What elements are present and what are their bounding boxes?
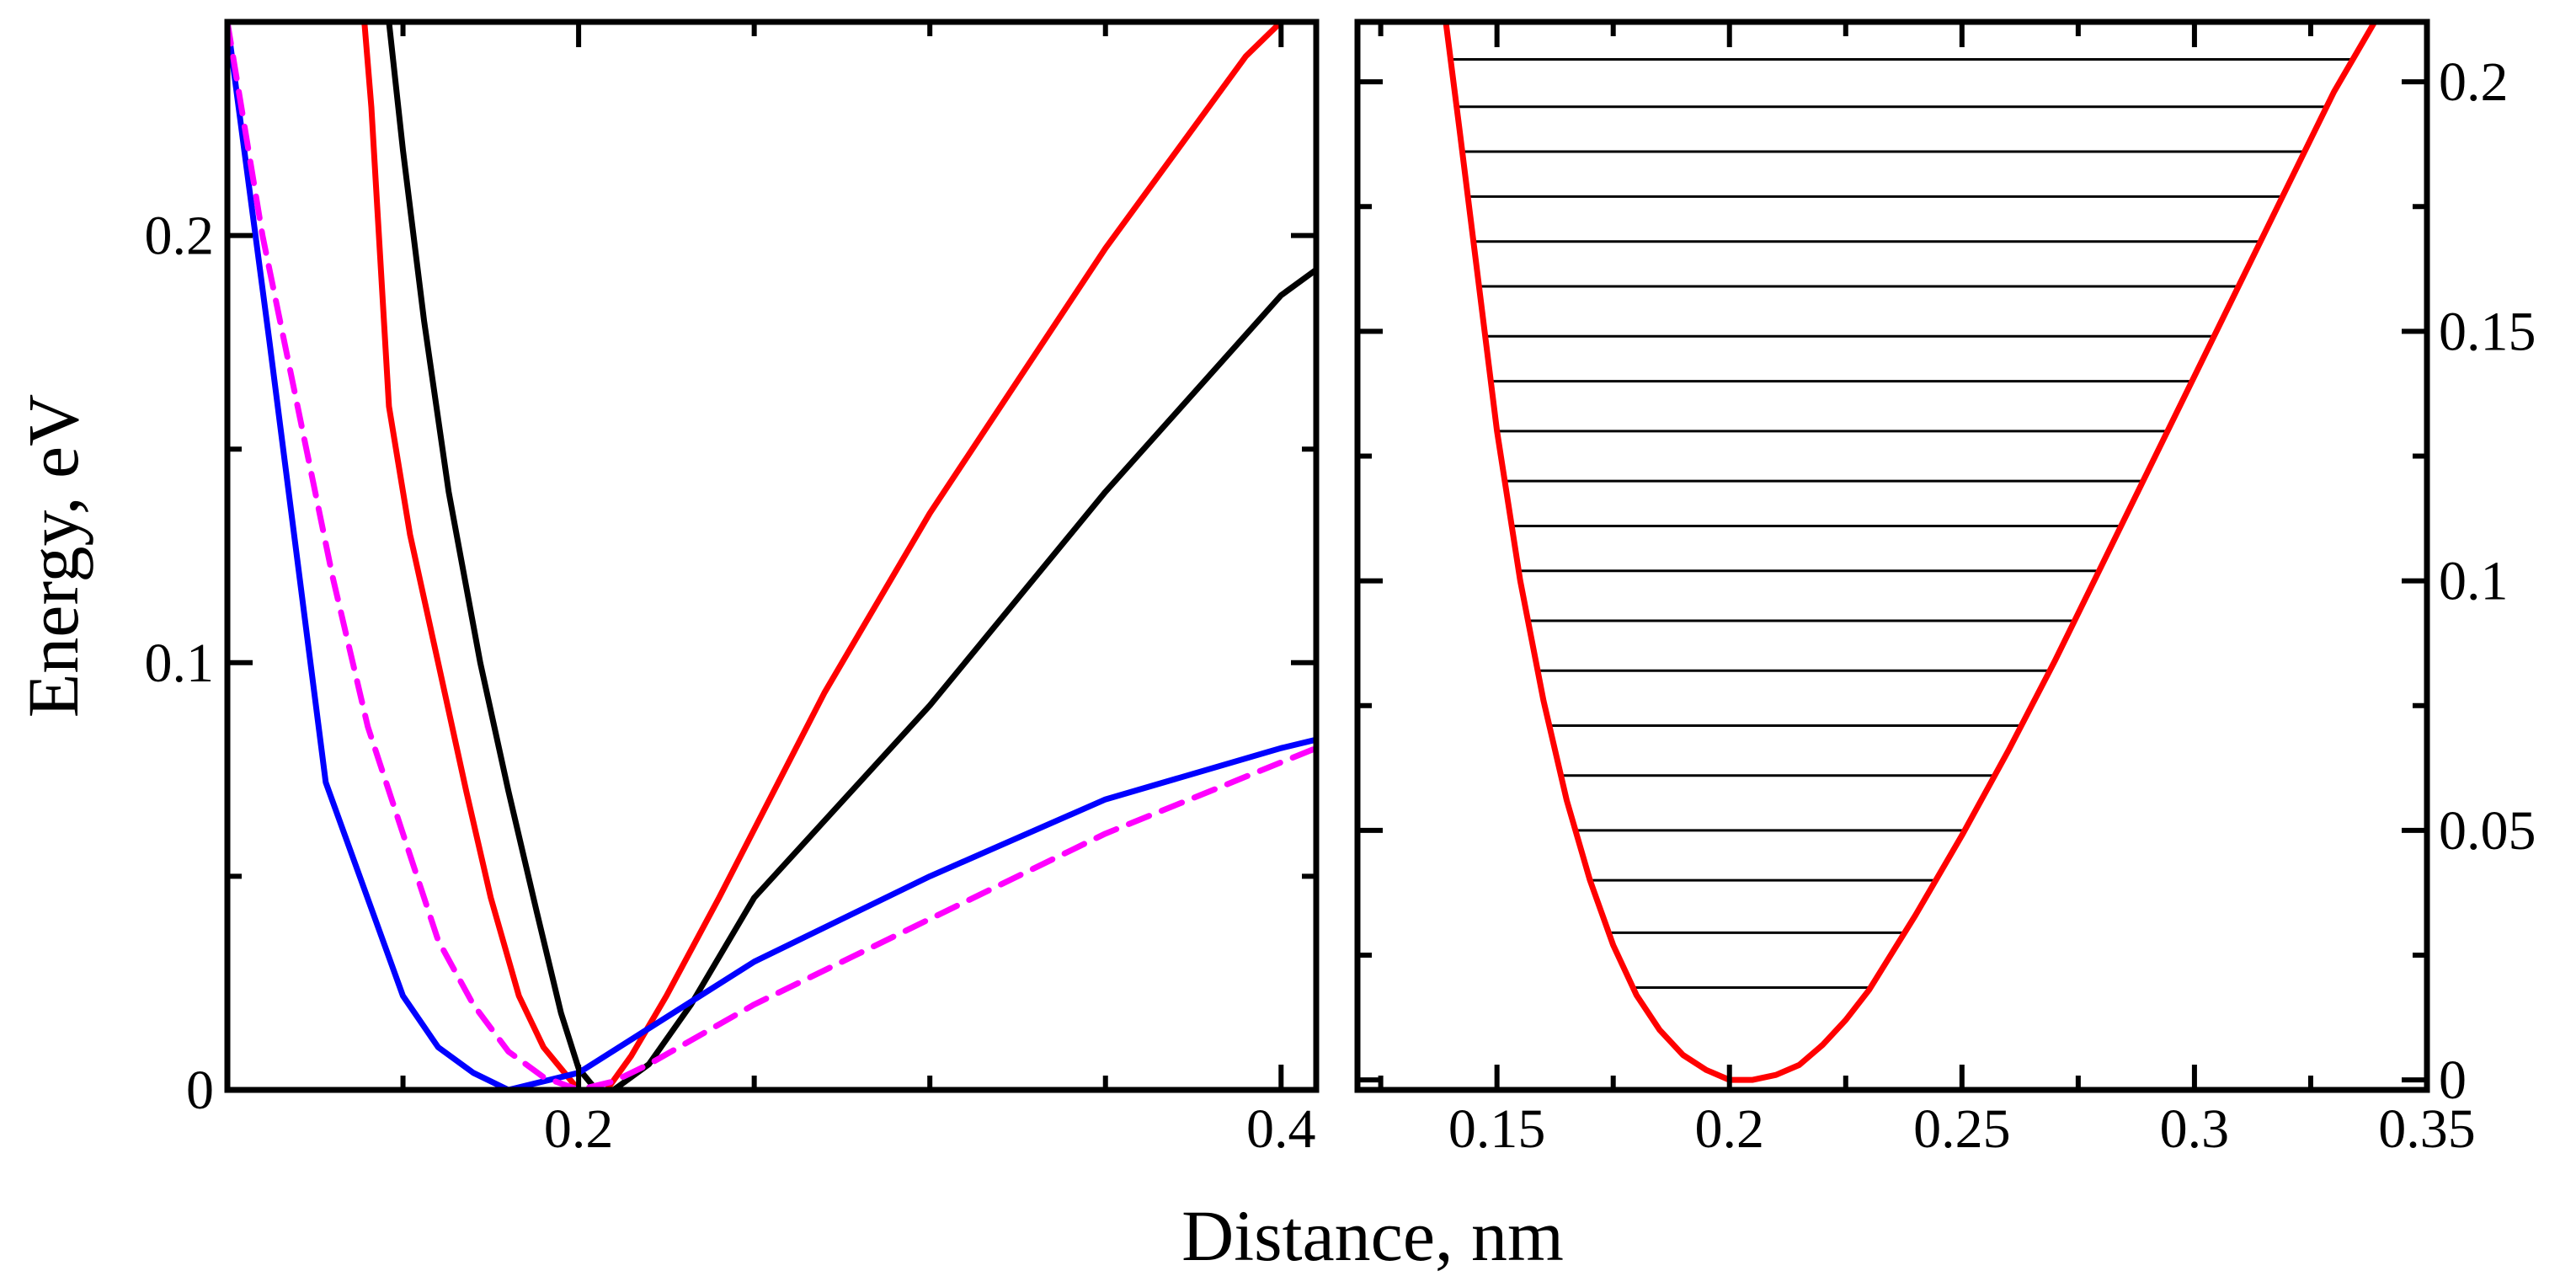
left-series-group	[227, 22, 1316, 1090]
left-plot-frame	[224, 19, 1320, 1093]
x-tick-label: 0.4	[1246, 1098, 1316, 1160]
left-ticks-group: 0.2 0.4 0 0.1 0.2	[145, 22, 1316, 1160]
series-line-blue	[227, 22, 1316, 1090]
y-tick-label: 0.2	[145, 206, 215, 267]
x-tick-label: 0.35	[2378, 1098, 2476, 1160]
series-line-red	[361, 22, 1284, 1090]
y-tick-label: 0	[186, 1060, 214, 1121]
x-tick-label: 0.15	[1448, 1098, 1546, 1160]
right-plot-frame	[1354, 19, 2430, 1093]
y-axis-title: Energy, eV	[13, 394, 93, 718]
x-axis-title: Distance, nm	[1181, 1195, 1564, 1276]
y-tick-label: 0.15	[2439, 301, 2536, 362]
x-tick-label: 0.25	[1913, 1098, 2011, 1160]
right-ticks-group: 0.15 0.2 0.25 0.3 0.350 0.05 0.1 0.15 0.2	[1357, 22, 2536, 1160]
y-tick-label: 0.1	[2439, 551, 2509, 612]
y-tick-label: 0.05	[2439, 800, 2536, 862]
y-tick-label: 0.2	[2439, 51, 2509, 113]
left-panel: 0.2 0.4 0 0.1 0.2	[145, 19, 1320, 1160]
right-series-group	[1443, 22, 2378, 1083]
series-line-magenta-dashed	[227, 22, 1316, 1090]
x-tick-label: 0.2	[544, 1098, 614, 1160]
right-panel: 0.15 0.2 0.25 0.3 0.350 0.05 0.1 0.15 0.2	[1354, 19, 2536, 1160]
x-tick-label: 0.3	[2160, 1098, 2230, 1160]
series-line-potential	[1443, 22, 2378, 1083]
series-line-black	[386, 22, 1316, 1090]
x-tick-label: 0.2	[1694, 1098, 1764, 1160]
energy-levels-group	[1450, 57, 2353, 990]
y-tick-label: 0	[2439, 1049, 2467, 1111]
y-tick-label: 0.1	[145, 633, 215, 694]
